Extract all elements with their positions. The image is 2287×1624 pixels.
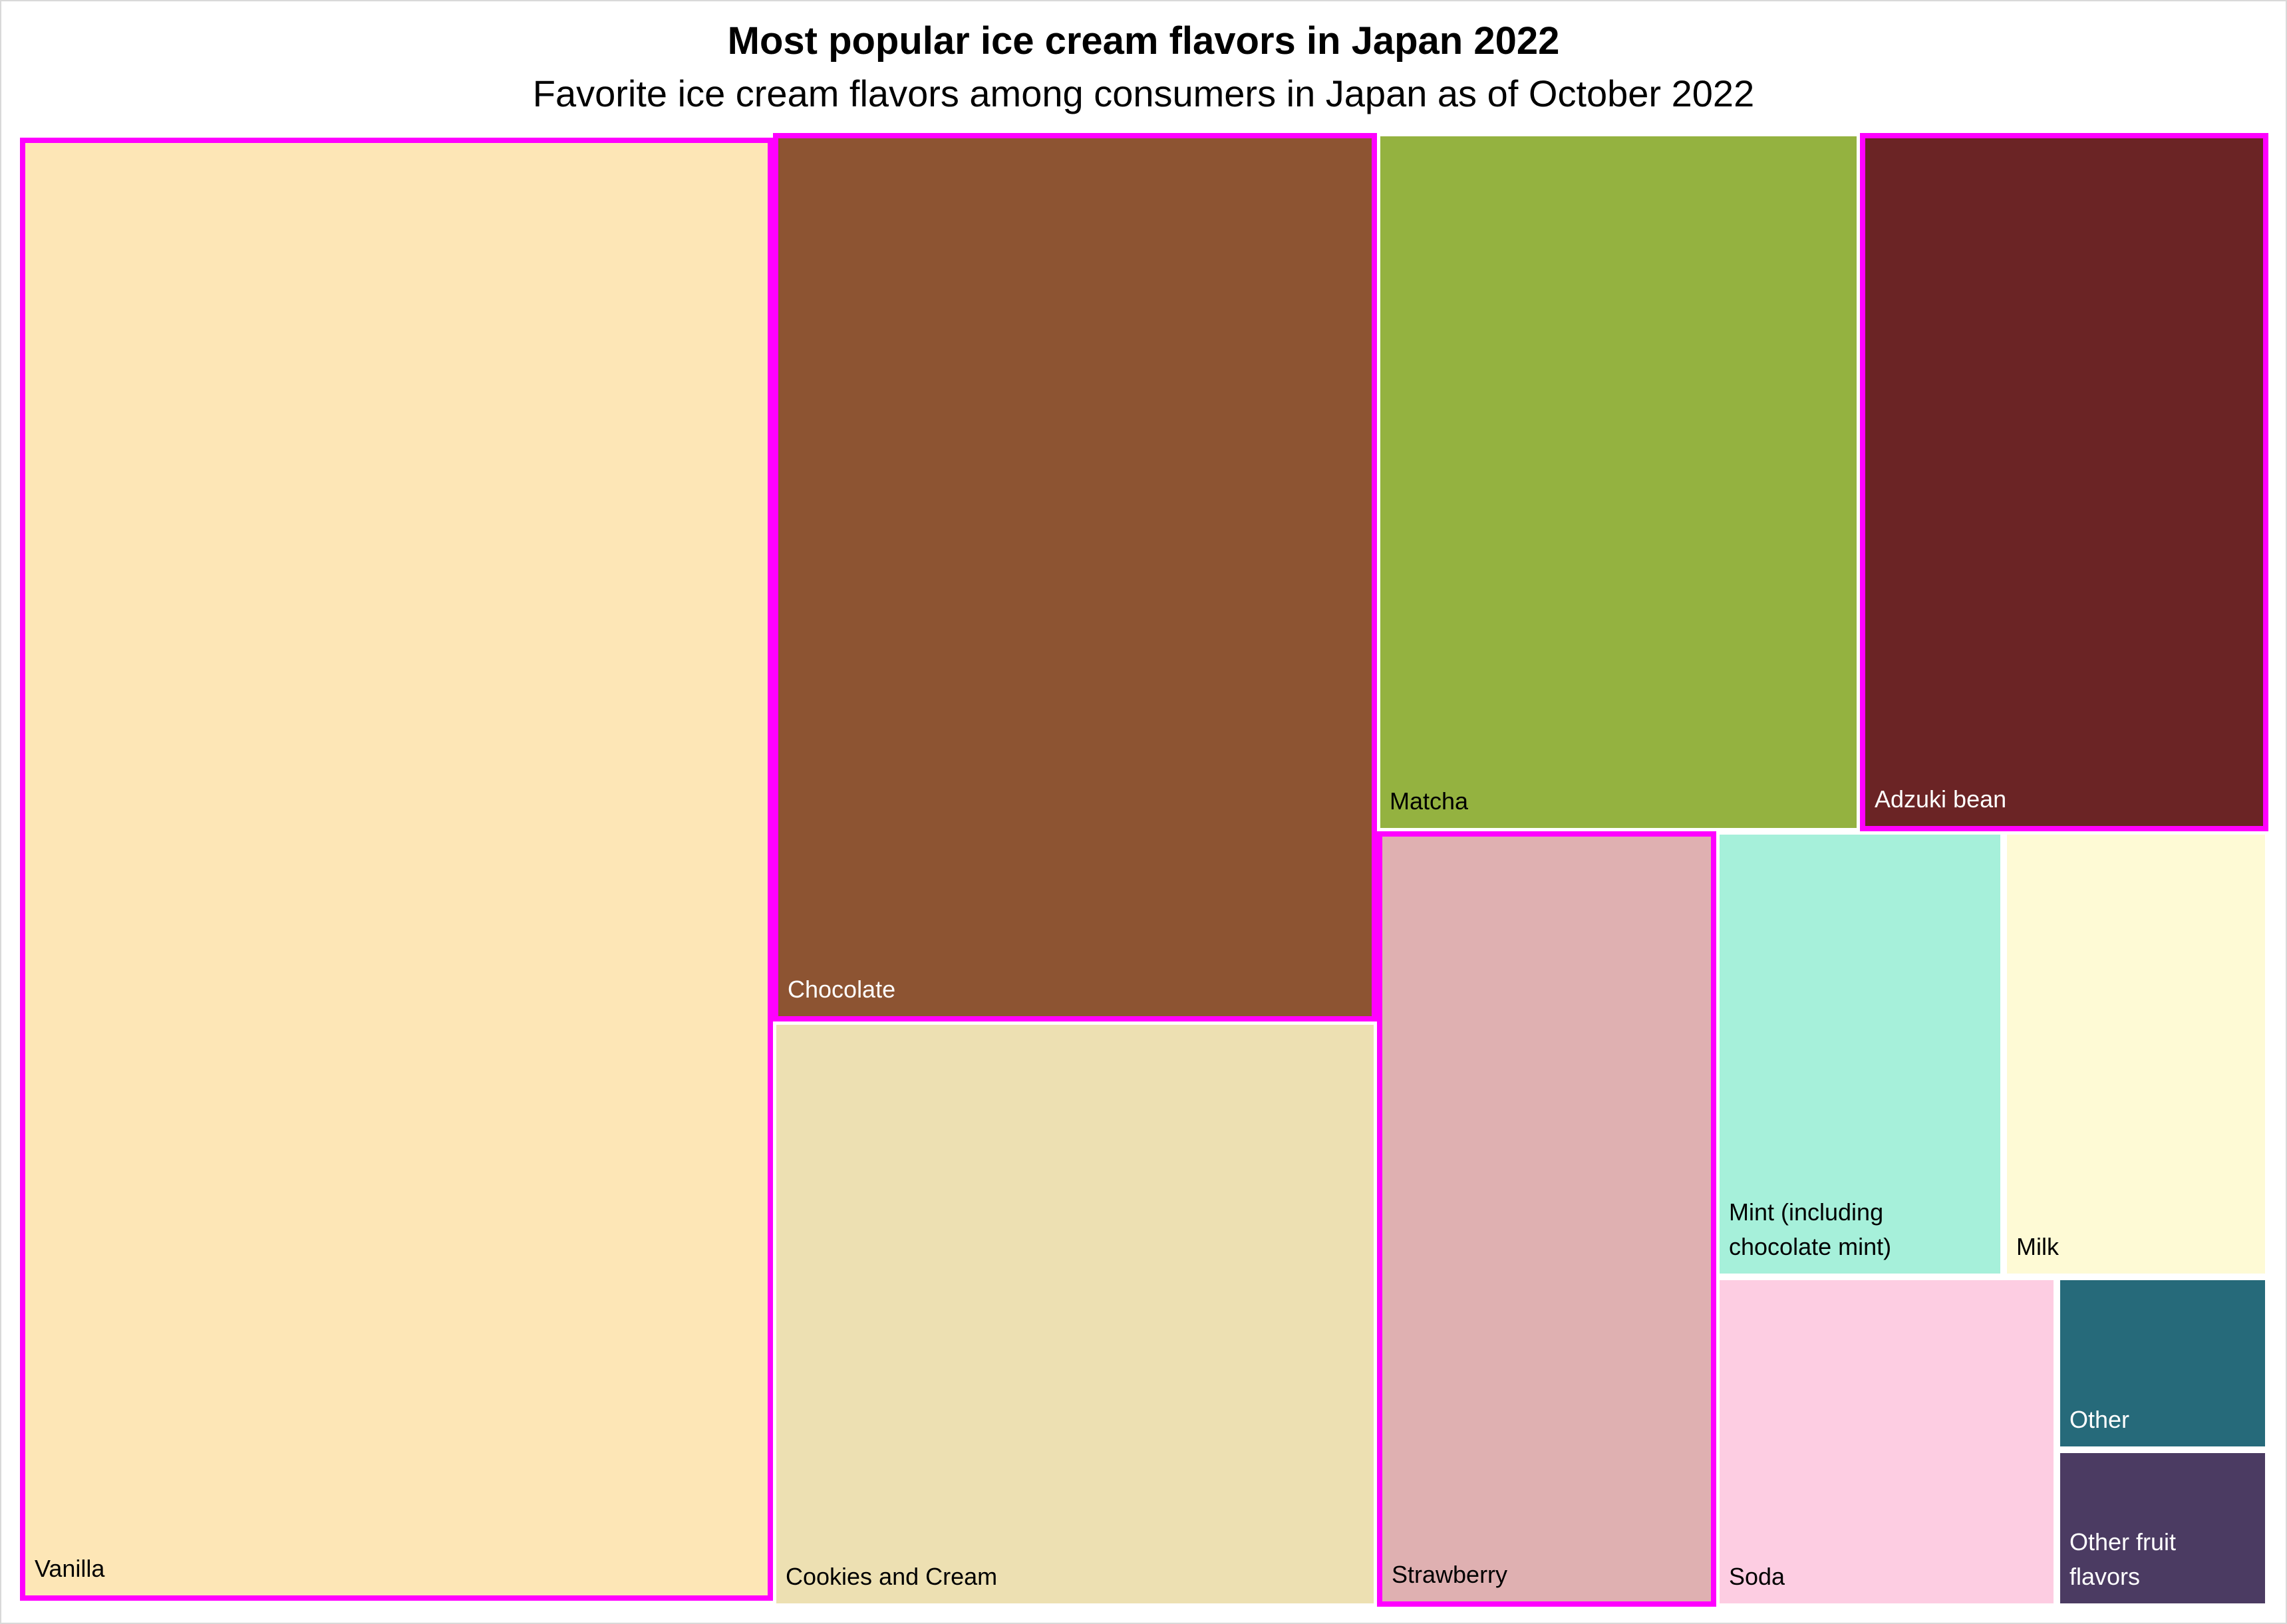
- tile-other: Other: [2057, 1277, 2268, 1450]
- tile-chocolate-label: Chocolate: [788, 976, 896, 1003]
- tile-other-fruit-flavors: Other fruit flavors: [2057, 1450, 2268, 1607]
- tile-soda: Soda: [1716, 1277, 2057, 1607]
- tile-adzuki-bean: Adzuki bean: [1860, 133, 2268, 831]
- tile-mint: Mint (including chocolate mint): [1716, 831, 2004, 1277]
- tile-vanilla-label: Vanilla: [35, 1555, 105, 1582]
- tile-cookies-and-cream: Cookies and Cream: [773, 1021, 1377, 1607]
- tile-strawberry-label: Strawberry: [1392, 1561, 1508, 1588]
- tile-other-label: Other: [2069, 1406, 2130, 1433]
- tile-chocolate: Chocolate: [773, 133, 1377, 1021]
- chart-subtitle: Favorite ice cream flavors among consume…: [532, 72, 1755, 114]
- tile-milk-label: Milk: [2016, 1233, 2059, 1260]
- tile-mint-label: Mint (including chocolate mint): [1729, 1198, 1892, 1260]
- tile-cookies-and-cream-label: Cookies and Cream: [786, 1563, 998, 1590]
- tile-matcha-label: Matcha: [1390, 787, 1469, 815]
- tile-vanilla: Vanilla: [20, 138, 773, 1601]
- tile-strawberry: Strawberry: [1377, 831, 1716, 1607]
- tile-other-fruit-flavors-label: Other fruit flavors: [2069, 1528, 2177, 1590]
- tile-adzuki-bean-label: Adzuki bean: [1875, 785, 2007, 813]
- tile-soda-label: Soda: [1729, 1563, 1785, 1590]
- chart-title: Most popular ice cream flavors in Japan …: [727, 19, 1560, 63]
- tile-milk: Milk: [2004, 831, 2268, 1277]
- tile-matcha: Matcha: [1377, 133, 1860, 831]
